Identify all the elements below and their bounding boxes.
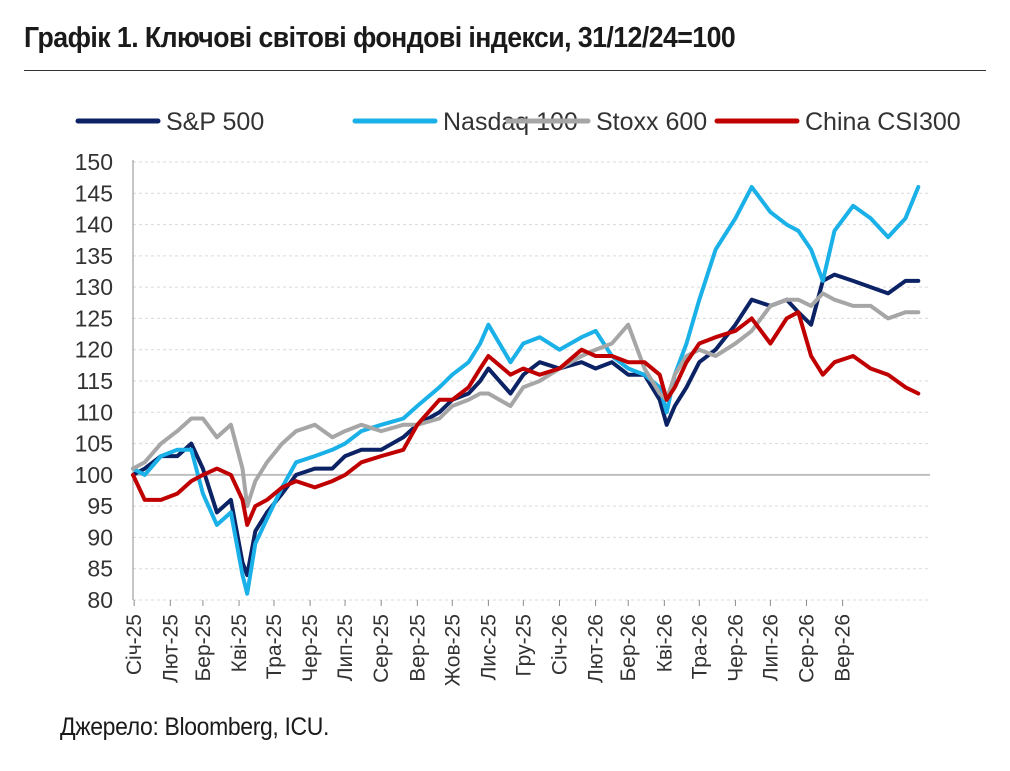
chart-title: Графік 1. Ключові світові фондові індекс… [24,22,736,54]
x-tick-label: Тра-26 [688,614,711,679]
y-tick-label: 110 [76,399,113,425]
legend-label: S&P 500 [166,108,264,136]
legend-label: Stoxx 600 [596,108,707,136]
y-tick-label: 135 [75,243,113,269]
x-tick-label: Бер-26 [617,614,640,682]
series-line-s-p-500 [131,272,921,577]
y-tick-label: 85 [87,556,113,582]
x-tick-label: Лют-25 [159,614,182,683]
x-tick-label: Тра-25 [263,614,286,679]
x-tick-label: Кві-26 [653,614,676,672]
x-tick-label: Гру-25 [512,614,535,677]
y-tick-label: 100 [75,462,113,488]
series-lines [131,185,921,596]
grid [133,161,930,601]
x-axis: Січ-25 Лют-25 Бер-25 Кві-25 Тра-25 Чер-25 Лип-… [123,600,855,686]
y-tick-label: 150 [75,149,113,175]
x-tick-label: Січ-26 [548,614,571,675]
x-tick-label: Вер-26 [832,614,855,682]
x-tick-label: Лип-26 [759,614,782,681]
y-tick-label: 105 [75,431,113,457]
y-tick-label: 90 [87,524,113,550]
x-tick-label: Жов-25 [441,614,464,686]
source-note: Джерело: Bloomberg, ICU. [60,713,329,741]
series-line-nasdaq-100 [131,185,921,596]
x-tick-label: Лип-25 [334,614,357,681]
y-tick-label: 130 [75,274,113,300]
x-tick-label: Вер-25 [406,614,429,682]
x-tick-label: Лют-26 [585,614,608,683]
x-tick-label: Січ-25 [123,614,146,675]
y-tick-label: 120 [75,337,113,363]
series-line-stoxx-600 [131,291,921,509]
x-tick-label: Кві-25 [228,614,251,672]
legend-label: China CSI300 [805,108,961,136]
y-tick-label: 95 [87,493,113,519]
series-line-china-csi300 [131,310,921,527]
x-tick-label: Сер-25 [370,614,393,683]
y-tick-label: 125 [75,305,113,331]
y-axis: 80 85 90 95 100 105 110 115 120 125 130 135 140 145 15… [75,149,134,613]
y-tick-label: 80 [87,587,113,613]
title-divider [24,70,986,71]
x-tick-label: Чер-26 [724,614,747,682]
x-tick-label: Бер-25 [192,614,215,682]
x-tick-label: Сер-26 [795,614,818,683]
x-tick-label: Чер-25 [299,614,322,682]
x-tick-label: Лис-25 [477,614,500,680]
y-tick-label: 145 [75,180,113,206]
y-tick-label: 115 [76,368,113,394]
y-tick-label: 140 [75,212,113,238]
